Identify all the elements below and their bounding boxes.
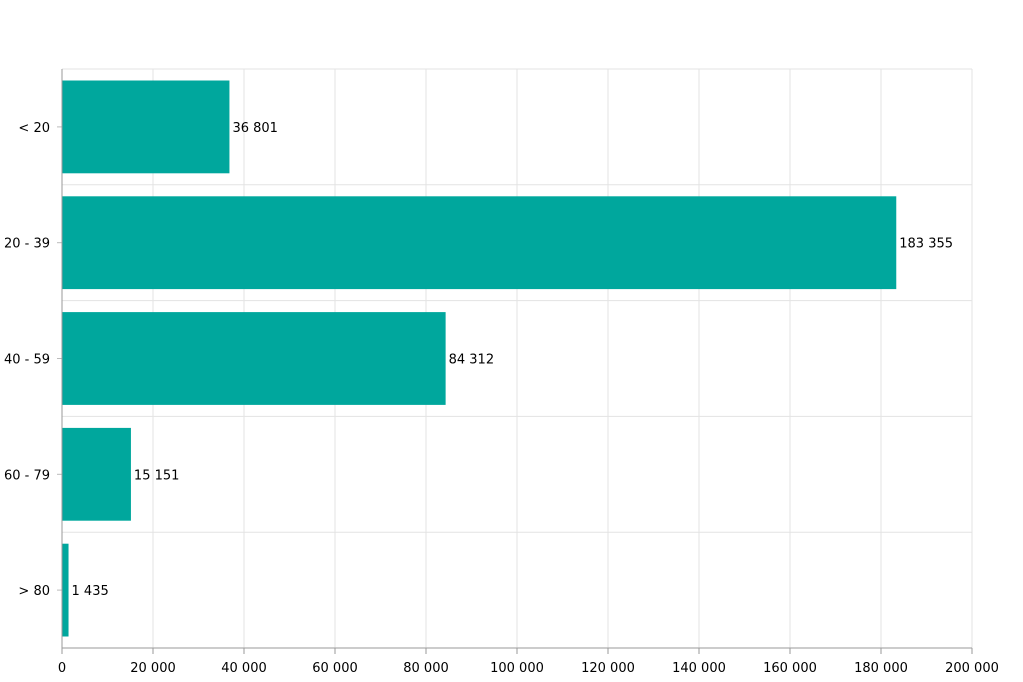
y-tick-label: < 20: [18, 121, 50, 136]
bar-value-label: 15 151: [134, 468, 180, 483]
x-tick-label: 40 000: [221, 661, 267, 676]
y-tick-label: 40 - 59: [4, 353, 50, 368]
y-tick-label: > 80: [18, 584, 50, 599]
bar-value-label: 36 801: [232, 121, 278, 136]
y-axis-tick-labels: < 20 20 - 39 40 - 59 60 - 79 > 80: [4, 121, 50, 599]
x-axis-tick-labels: 0 20 000 40 000 60 000 80 000 100 000 120 000 1…: [58, 661, 999, 676]
data-labels: 36 801 183 355 84 312 15 151 1 435: [72, 121, 954, 599]
bar-4: [62, 543, 69, 637]
bar-2: [62, 312, 446, 405]
bar-value-label: 84 312: [449, 353, 495, 368]
bars: [62, 80, 897, 637]
y-tick-label: 20 - 39: [4, 237, 50, 252]
x-tick-label: 140 000: [672, 661, 726, 676]
x-tick-label: 120 000: [581, 661, 635, 676]
x-tick-label: 100 000: [490, 661, 544, 676]
x-tick-label: 80 000: [403, 661, 449, 676]
bar-value-label: 1 435: [72, 584, 109, 599]
axes: [57, 69, 973, 654]
grid-lines: [62, 68, 973, 648]
bar-0: [62, 80, 230, 174]
x-tick-label: 180 000: [854, 661, 908, 676]
x-tick-label: 200 000: [945, 661, 999, 676]
bar-value-label: 183 355: [899, 237, 953, 252]
bar-3: [62, 427, 131, 521]
x-tick-label: 60 000: [312, 661, 358, 676]
x-tick-label: 160 000: [763, 661, 817, 676]
x-tick-label: 20 000: [130, 661, 176, 676]
y-tick-label: 60 - 79: [4, 468, 50, 483]
x-tick-label: 0: [58, 661, 66, 676]
bar-1: [62, 196, 897, 290]
